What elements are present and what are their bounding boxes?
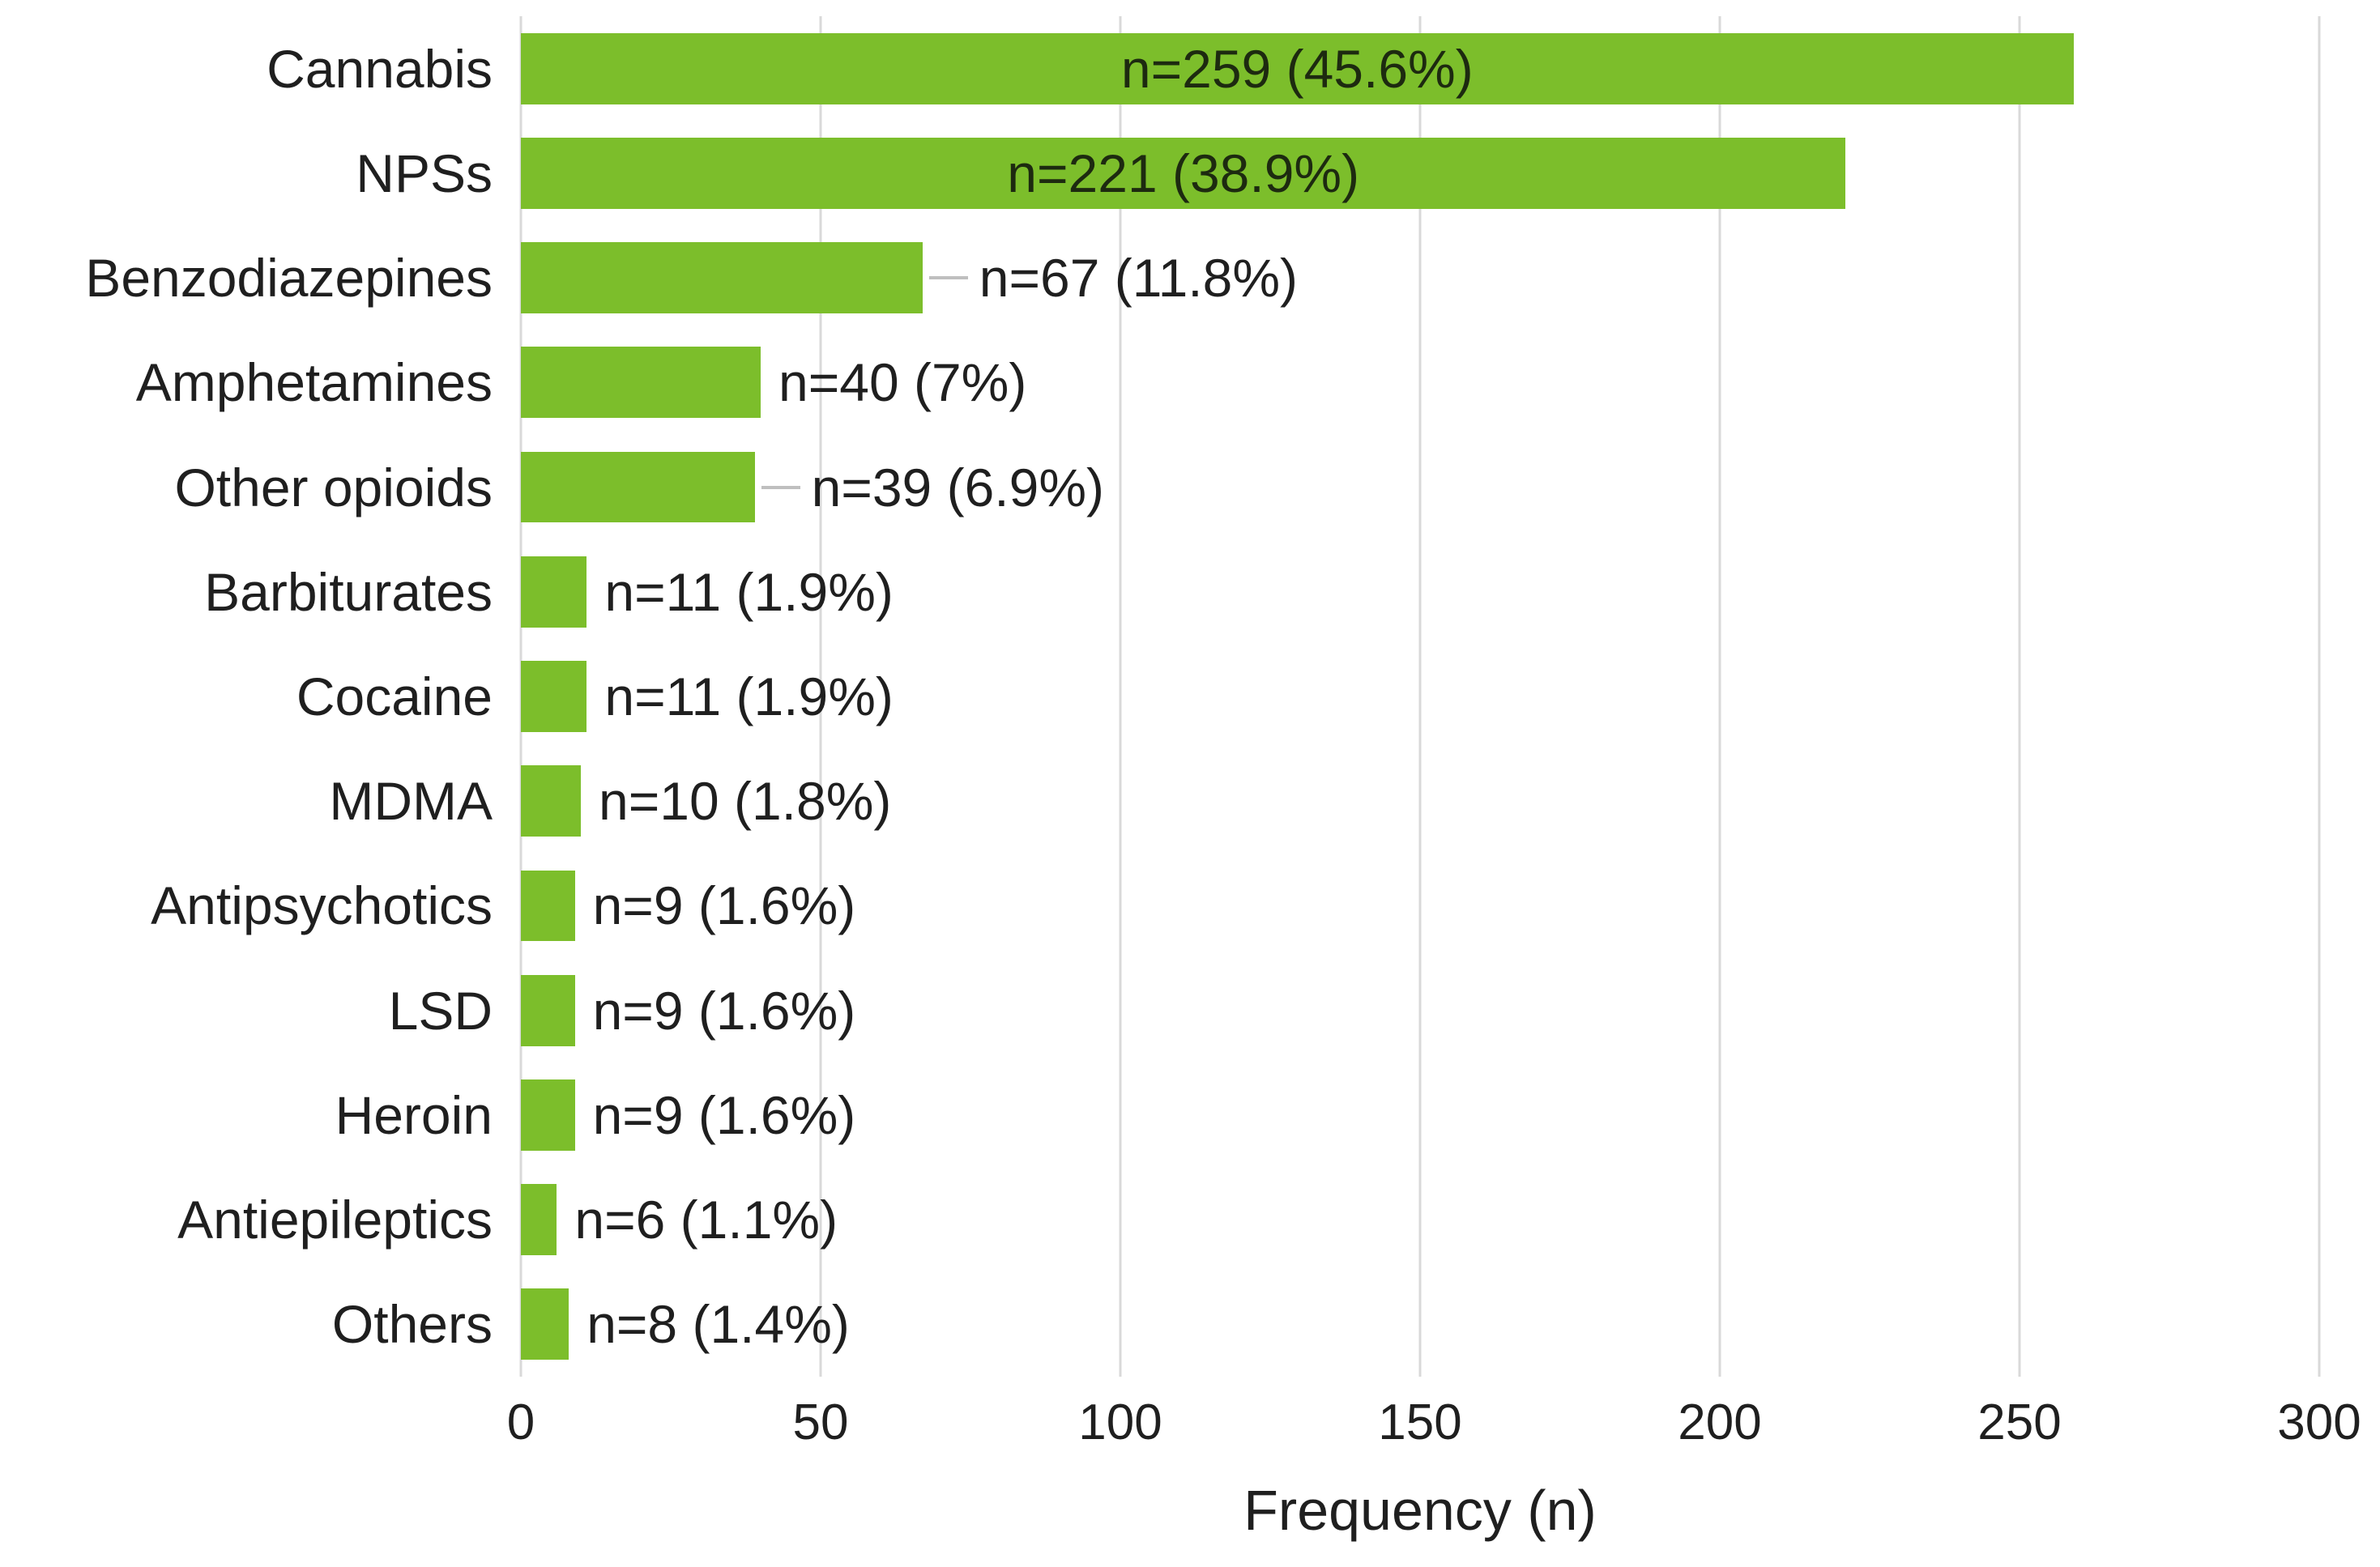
gridline: [1718, 16, 1721, 1377]
x-axis-title: Frequency (n): [1243, 1479, 1597, 1542]
bar-row: n=10 (1.8%): [521, 749, 2319, 854]
category-row: LSD: [0, 958, 496, 1062]
category-label: Barbiturates: [204, 561, 493, 622]
bar: [521, 1288, 569, 1360]
bar: [521, 137, 1846, 209]
bar-value-label: n=39 (6.9%): [811, 457, 1104, 517]
category-label: NPSs: [356, 143, 493, 203]
bar: [521, 32, 2074, 104]
leader-line: [928, 276, 968, 280]
category-row: Others: [0, 1272, 496, 1377]
category-label: Amphetamines: [135, 352, 493, 413]
bar: [521, 870, 575, 942]
category-row: Amphetamines: [0, 330, 496, 435]
gridline: [1119, 16, 1122, 1377]
bar-row: n=11 (1.9%): [521, 539, 2319, 644]
category-row: NPSs: [0, 121, 496, 225]
x-tick-label: 50: [792, 1395, 849, 1450]
category-label: Antiepileptics: [177, 1190, 493, 1250]
category-label: Antipsychotics: [151, 875, 493, 936]
category-row: Cannabis: [0, 16, 496, 121]
category-row: Cocaine: [0, 644, 496, 748]
category-label: Cocaine: [296, 666, 493, 727]
bar-row: n=9 (1.6%): [521, 854, 2319, 958]
bar-value-label: n=9 (1.6%): [592, 1084, 856, 1145]
bar-value-label: n=10 (1.8%): [599, 771, 892, 832]
bar-value-label: n=40 (7%): [778, 352, 1027, 413]
bar-value-label: n=11 (1.9%): [604, 666, 894, 727]
plot-area: n=259 (45.6%) n=221 (38.9%) n=67 (11.8%) n=…: [519, 16, 2321, 1377]
bar-row: n=11 (1.9%): [521, 644, 2319, 748]
bar: [521, 242, 923, 314]
bar: [521, 661, 587, 732]
gridline: [819, 16, 822, 1377]
bar-row: n=9 (1.6%): [521, 958, 2319, 1062]
bar: [521, 974, 575, 1046]
category-row: MDMA: [0, 749, 496, 854]
category-row: Heroin: [0, 1062, 496, 1167]
x-tick-label: 0: [506, 1395, 535, 1450]
category-label: Benzodiazepines: [85, 248, 493, 309]
category-row: Antipsychotics: [0, 854, 496, 958]
gridline: [2018, 16, 2021, 1377]
category-row: Other opioids: [0, 435, 496, 539]
category-row: Antiepileptics: [0, 1168, 496, 1272]
x-axis: 0 50 100 150 200 250 300: [507, 1386, 2361, 1459]
bar-row: n=8 (1.4%): [521, 1272, 2319, 1377]
bar-value-label: n=9 (1.6%): [592, 875, 856, 936]
category-label: Heroin: [335, 1084, 493, 1145]
x-tick-label: 200: [1678, 1395, 1762, 1450]
x-tick-label: 250: [1977, 1395, 2062, 1450]
bar: [521, 451, 755, 523]
bar-row: n=6 (1.1%): [521, 1168, 2319, 1272]
y-axis-category-labels: Cannabis NPSs Benzodiazepines Amphetamines O…: [0, 16, 496, 1377]
bar-value-label: n=8 (1.4%): [586, 1294, 850, 1355]
category-label: Cannabis: [267, 38, 493, 99]
x-tick-label: 150: [1378, 1395, 1462, 1450]
bar-row: n=9 (1.6%): [521, 1062, 2319, 1167]
category-row: Benzodiazepines: [0, 225, 496, 330]
x-tick-label: 100: [1078, 1395, 1162, 1450]
bar-rows: n=259 (45.6%) n=221 (38.9%) n=67 (11.8%) n=…: [521, 16, 2319, 1377]
bar-row: n=67 (11.8%): [521, 225, 2319, 330]
category-label: Others: [331, 1294, 493, 1355]
bar: [521, 1079, 575, 1151]
category-row: Barbiturates: [0, 539, 496, 644]
bar: [521, 765, 581, 837]
bar-row: n=259 (45.6%): [521, 16, 2319, 121]
category-label: MDMA: [329, 771, 493, 832]
bar-value-label: n=11 (1.9%): [604, 561, 894, 622]
leader-line: [761, 485, 800, 489]
bar-value-label: n=67 (11.8%): [979, 248, 1298, 309]
gridline: [2318, 16, 2321, 1377]
bar: [521, 556, 587, 628]
x-tick-label: 300: [2277, 1395, 2361, 1450]
bar-value-label: n=259 (45.6%): [1120, 38, 1474, 99]
bar-row: n=221 (38.9%): [521, 121, 2319, 225]
bar-value-label: n=9 (1.6%): [592, 980, 856, 1041]
bar-value-label: n=6 (1.1%): [574, 1190, 838, 1250]
gridline: [1418, 16, 1422, 1377]
category-label: Other opioids: [174, 457, 493, 517]
bar: [521, 1184, 557, 1256]
bar-value-label: n=221 (38.9%): [1007, 143, 1360, 203]
category-label: LSD: [388, 980, 493, 1041]
bar-row: n=40 (7%): [521, 330, 2319, 435]
bar: [521, 347, 761, 419]
bar-row: n=39 (6.9%): [521, 435, 2319, 539]
